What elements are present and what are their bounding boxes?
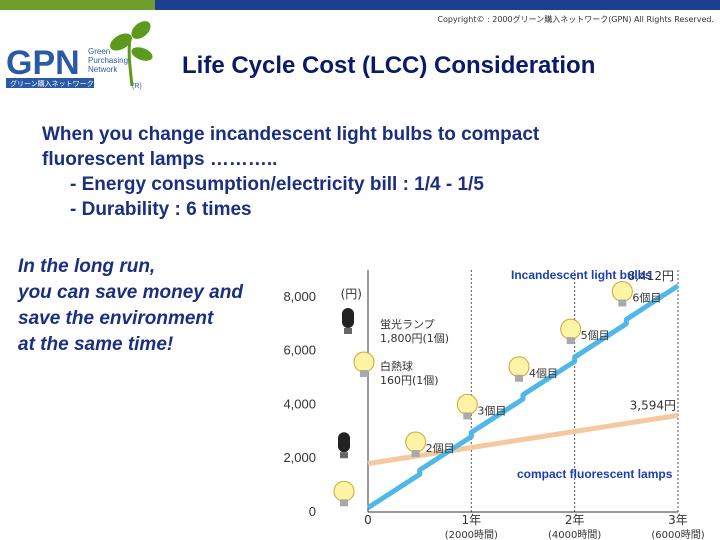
page-title: Life Cycle Cost (LCC) Consideration — [182, 52, 596, 79]
logo-tagline-purchasing: Purchasing — [88, 56, 128, 65]
cfl-end-value: 3,594円 — [630, 398, 676, 412]
cfl-bulb-icon-start-base — [340, 452, 348, 459]
bulb-icon-5 — [560, 318, 582, 340]
legend-cfl-name: 蛍光ランプ — [380, 317, 435, 331]
y-tick-label-2: 4,000 — [283, 396, 316, 411]
long-run-line-4: at the same time! — [18, 334, 174, 355]
logo-registered-mark: (R) — [132, 83, 142, 90]
legend-incandescent-bulb-icon — [353, 351, 375, 373]
incandescent-series-label: Incandescent light bulbs — [511, 268, 652, 282]
copyright-text: Copyright© : 2000グリーン購入ネットワーク(GPN) All R… — [437, 15, 714, 24]
bulb-icon-1-base — [340, 499, 348, 507]
legend-inc-price: 160円(1個) — [380, 374, 439, 387]
cfl-series-label: compact fluorescent lamps — [517, 467, 673, 481]
bullet-durability: - Durability : 6 times — [70, 199, 252, 220]
x-tick-sublabel-3: (6000時間) — [651, 529, 704, 540]
x-tick-label-0: 0 — [364, 513, 372, 527]
y-tick-label-3: 6,000 — [283, 343, 316, 358]
intro-line-1: When you change incandescent light bulbs… — [42, 124, 540, 145]
top-bar-green — [0, 0, 155, 10]
top-bar-blue — [155, 0, 720, 10]
bulb-icon-4 — [508, 356, 530, 378]
x-tick-sublabel-1: (2000時間) — [445, 529, 498, 540]
y-unit-label: (円) — [341, 287, 362, 301]
incandescent-cost-line — [366, 283, 680, 510]
bulb-icon-5-base — [566, 337, 575, 345]
bulb-icon-2-base — [411, 450, 420, 458]
bulb-icon-6-base — [618, 299, 627, 307]
logo-japanese-text: グリーン購入ネットワーク — [10, 79, 94, 88]
bulb-icon-3 — [456, 393, 478, 415]
x-tick-label-1: 1年 — [462, 513, 482, 527]
logo-tagline-green: Green — [88, 47, 110, 56]
logo-japanese-band — [6, 78, 94, 88]
replacement-label-5: 5個目 — [581, 329, 610, 342]
incandescent-end-value: 8,412円 — [628, 269, 674, 283]
cfl-bulb-icon-legend-base — [344, 328, 352, 334]
long-run-line-3: save the environment — [18, 308, 214, 329]
intro-line-2: fluorescent lamps ……….. — [42, 149, 278, 170]
legend-incandescent-bulb-icon-base — [360, 370, 368, 377]
long-run-line-2: you can save money and — [18, 282, 243, 303]
x-tick-label-2: 2年 — [565, 513, 585, 527]
bulb-icon-2 — [405, 431, 427, 453]
lcc-chart: (円) 0 2,000 4,000 6,000 8,000 0 1年 (2000時間) 2年 (40… — [283, 269, 704, 540]
long-run-line-1: In the long run, — [18, 256, 156, 277]
cfl-bulb-icon-start — [338, 432, 350, 453]
replacement-label-2: 2個目 — [426, 442, 455, 455]
replacement-label-3: 3個目 — [477, 404, 506, 417]
bullet-energy: - Energy consumption/electricity bill : … — [70, 174, 484, 195]
x-tick-sublabel-2: (4000時間) — [548, 529, 601, 540]
logo-gpn-text: GPN — [6, 44, 80, 82]
bulb-icon-3-base — [463, 412, 472, 420]
gpn-logo: GPN Green Purchasing Network グリーン購入ネットワー… — [6, 21, 153, 90]
y-tick-label-4: 8,000 — [283, 289, 316, 304]
x-tick-label-3: 3年 — [668, 513, 688, 527]
bulb-icon-6 — [611, 280, 633, 302]
cfl-bulb-icon-legend — [342, 308, 354, 328]
long-run-message: In the long run, you can save money and … — [18, 254, 243, 358]
replacement-label-6: 6個目 — [632, 291, 661, 304]
replacement-label-4: 4個目 — [529, 367, 558, 380]
y-tick-label-0: 0 — [309, 504, 316, 519]
legend-cfl-price: 1,800円(1個) — [380, 332, 449, 345]
logo-tagline-network: Network — [88, 65, 118, 74]
legend-inc-name: 白熱球 — [380, 359, 413, 373]
bulb-icon-1 — [333, 480, 355, 502]
bulb-icon-4-base — [515, 374, 523, 382]
intro-text-block: When you change incandescent light bulbs… — [42, 122, 702, 222]
leaf-sprout-icon — [110, 21, 153, 87]
y-tick-label-1: 2,000 — [283, 450, 316, 465]
